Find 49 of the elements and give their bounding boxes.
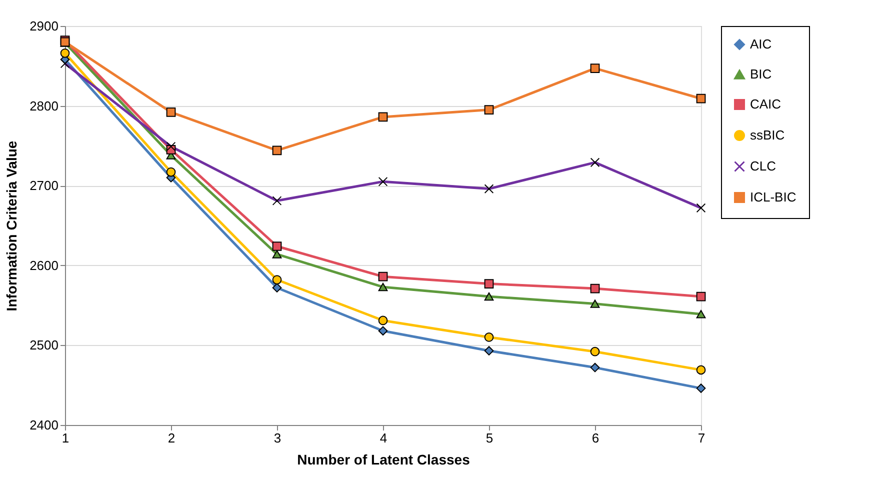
legend-label: AIC	[750, 36, 772, 52]
point	[484, 279, 494, 288]
x-axis-title: Number of Latent Classes	[297, 452, 470, 468]
point	[696, 365, 706, 375]
point	[484, 292, 494, 301]
y-axis-title: Information Criteria Value	[4, 140, 20, 312]
point	[166, 108, 176, 117]
x-tick-label: 4	[380, 430, 388, 446]
point	[272, 250, 282, 258]
point	[272, 146, 282, 156]
point	[378, 272, 388, 282]
point	[60, 48, 70, 58]
point	[590, 284, 600, 294]
point	[378, 316, 388, 326]
point	[484, 332, 494, 342]
legend-label: ssBIC	[750, 128, 785, 142]
point	[272, 275, 282, 284]
x-tick-label: 1	[62, 430, 70, 446]
point	[484, 346, 494, 356]
legend-label: BIC	[750, 66, 772, 82]
y-tick-label: 2900	[30, 18, 58, 34]
y-tick-label: 2600	[30, 258, 58, 273]
point	[696, 292, 706, 302]
x-tick-label: 6	[592, 430, 600, 446]
point	[590, 346, 600, 356]
x-tick-label: 3	[274, 430, 282, 446]
point	[484, 105, 494, 114]
point	[378, 326, 388, 336]
x-tick-label: 7	[698, 430, 706, 446]
point	[272, 283, 282, 292]
y-tick-label: 2800	[30, 98, 58, 114]
y-tick-label: 2400	[30, 418, 58, 432]
legend-label: ICL-BIC	[750, 190, 796, 204]
point	[378, 112, 388, 122]
point	[378, 282, 388, 292]
y-tick-label: 2700	[30, 178, 58, 194]
point	[272, 242, 282, 251]
point	[696, 310, 706, 318]
point	[696, 94, 706, 104]
x-tick-label: 2	[168, 430, 176, 446]
point	[590, 300, 600, 308]
legend-label: CLC	[750, 158, 776, 174]
x-tick-label: 5	[486, 430, 494, 446]
point	[166, 167, 176, 177]
legend-label: CAIC	[750, 96, 782, 112]
point	[590, 362, 600, 372]
y-tick-label: 2500	[30, 338, 58, 353]
point	[696, 384, 706, 393]
point	[590, 64, 600, 73]
